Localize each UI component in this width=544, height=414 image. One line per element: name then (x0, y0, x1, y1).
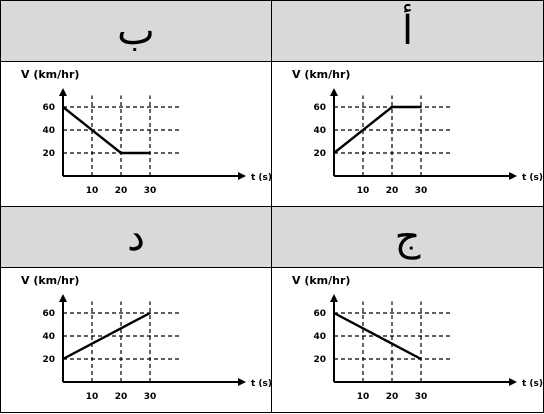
x-axis-label: t (s) (522, 173, 543, 183)
series-line (333, 105, 421, 154)
header-cell-ba: ب (0, 0, 272, 62)
x-tick-label: 20 (386, 186, 399, 196)
x-tick-label: 20 (386, 392, 399, 402)
y-tick-label: 60 (42, 103, 55, 113)
chart-dal: V (km/hr) t (s) 20 40 60 10 20 30 (21, 274, 272, 402)
header-cell-dal: د (0, 206, 272, 268)
panel-label-alif: أ (401, 8, 414, 54)
x-axis-arrow (238, 172, 246, 180)
panel-label-jim: ج (394, 214, 421, 260)
y-tick-label: 40 (313, 126, 326, 136)
y-tick-label: 20 (313, 355, 326, 365)
y-tick-label: 60 (42, 309, 55, 319)
x-tick-label: 30 (144, 186, 157, 196)
x-tick-label: 10 (86, 392, 99, 402)
chart-jim: V (km/hr) t (s) 20 40 60 10 20 30 (292, 274, 543, 402)
series-line (62, 106, 150, 155)
x-tick-label: 30 (415, 392, 428, 402)
x-tick-label: 20 (115, 186, 128, 196)
y-tick-label: 40 (313, 332, 326, 342)
series-line (333, 311, 422, 361)
y-axis-arrow (59, 88, 67, 96)
y-axis-label: V (km/hr) (21, 68, 79, 81)
y-tick-label: 40 (42, 332, 55, 342)
chart-alif: V (km/hr) t (s) 20 40 60 10 20 30 (292, 68, 543, 196)
y-axis-label: V (km/hr) (292, 68, 350, 81)
y-axis-arrow (330, 88, 338, 96)
x-tick-label: 30 (144, 392, 157, 402)
x-axis-arrow (509, 172, 517, 180)
y-tick-label: 20 (313, 149, 326, 159)
y-axis-arrow (59, 294, 67, 302)
x-tick-label: 10 (357, 186, 370, 196)
x-tick-label: 10 (357, 392, 370, 402)
chart-cell-alif: V (km/hr) t (s) 20 40 60 10 20 30 (271, 61, 544, 207)
x-tick-label: 10 (86, 186, 99, 196)
x-axis-arrow (238, 378, 246, 386)
chart-ba: V (km/hr) t (s) 20 40 60 10 20 30 (21, 68, 272, 196)
header-cell-jim: ج (271, 206, 544, 268)
panel-label-ba: ب (117, 8, 155, 54)
chart-cell-dal: V (km/hr) t (s) 20 40 60 10 20 30 (0, 267, 272, 413)
y-axis-label: V (km/hr) (21, 274, 79, 287)
header-cell-alif: أ (271, 0, 544, 62)
y-axis-arrow (330, 294, 338, 302)
panel-label-dal: د (127, 214, 145, 260)
y-tick-label: 60 (313, 103, 326, 113)
y-tick-label: 20 (42, 149, 55, 159)
y-axis-label: V (km/hr) (292, 274, 350, 287)
x-tick-label: 20 (115, 392, 128, 402)
y-tick-label: 60 (313, 309, 326, 319)
x-axis-label: t (s) (251, 379, 272, 389)
chart-cell-ba: V (km/hr) t (s) 20 40 60 10 20 30 (0, 61, 272, 207)
x-axis-label: t (s) (522, 379, 543, 389)
x-axis-label: t (s) (251, 173, 272, 183)
series-line (62, 311, 151, 361)
x-axis-arrow (509, 378, 517, 386)
y-tick-label: 20 (42, 355, 55, 365)
chart-cell-jim: V (km/hr) t (s) 20 40 60 10 20 30 (271, 267, 544, 413)
y-tick-label: 40 (42, 126, 55, 136)
x-tick-label: 30 (415, 186, 428, 196)
